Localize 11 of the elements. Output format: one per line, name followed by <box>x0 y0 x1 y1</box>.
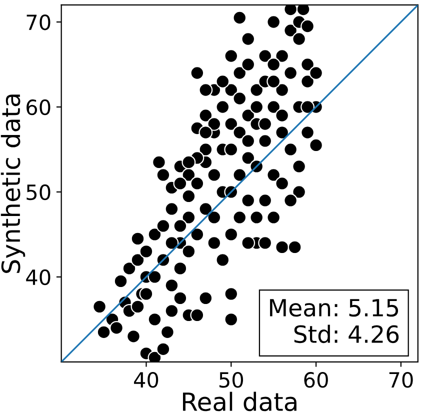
x-tick-label: 50 <box>219 372 244 388</box>
x-tick-label: 60 <box>304 372 328 388</box>
y-tick-label: 70 <box>26 14 50 30</box>
x-axis-title: Real data <box>183 392 296 412</box>
y-axis-title: Synthetic data <box>0 94 26 273</box>
y-tick-label: 60 <box>26 99 50 116</box>
y-tick-label: 40 <box>26 269 50 286</box>
x-tick-label: 40 <box>134 372 158 388</box>
y-tick-label: 50 <box>26 184 50 200</box>
x-tick-label: 70 <box>389 372 413 388</box>
annotation: Mean: 5.15 Std: 4.26 <box>270 299 399 344</box>
